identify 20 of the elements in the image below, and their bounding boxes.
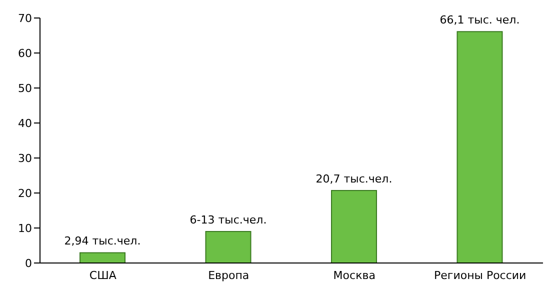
bar [456,31,503,263]
y-tick-label: 50 [18,82,32,95]
y-tick-label: 20 [18,186,32,200]
x-tick-label: Москва [333,268,376,282]
y-tick-label: 60 [18,46,32,60]
y-tick-label: 40 [18,116,32,130]
y-tick-label: 0 [25,256,32,270]
data-label: 6-13 тыс.чел. [190,214,267,226]
x-tick-label: США [89,268,117,282]
data-label: 66,1 тыс. чел. [440,14,520,27]
bar [205,231,252,263]
y-tick-label: 30 [18,152,32,165]
y-tick-label: 70 [18,12,32,25]
x-tick-label: Регионы России [434,268,526,282]
bar [80,252,126,263]
data-label: 20,7 тыс.чел. [316,172,392,186]
x-tick-label: Европа [208,268,250,282]
y-tick-label: 10 [18,222,32,235]
bar [331,190,377,263]
data-label: 2,94 тыс.чел. [64,234,141,248]
